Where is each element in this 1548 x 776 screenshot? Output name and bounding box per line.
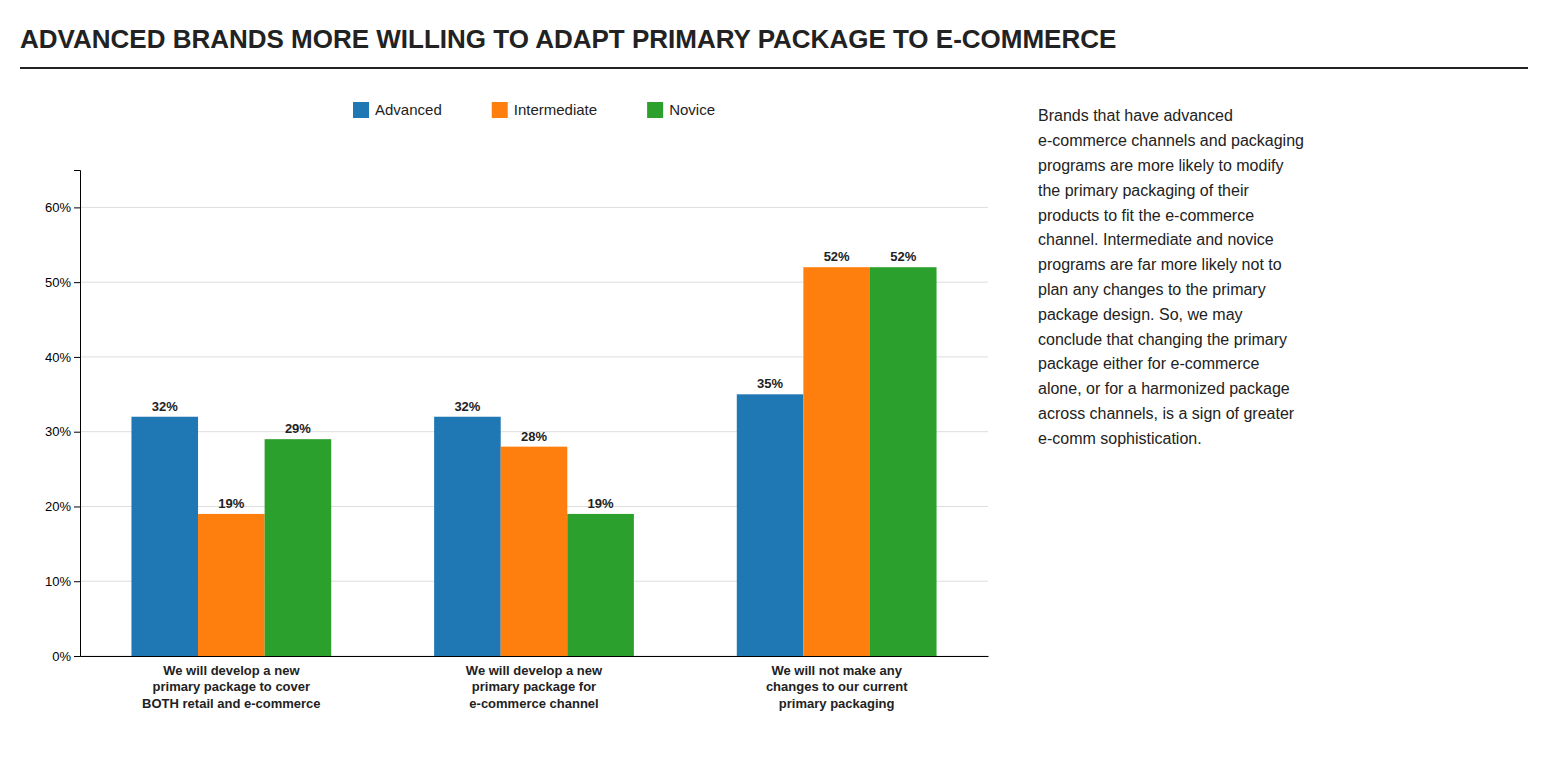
y-axis: 0% 10% 20% 30% 40% 50% 60%	[45, 171, 81, 664]
x-tick-label: We will develop a newprimary package for…	[466, 663, 603, 711]
legend-item: Intermediate	[492, 101, 597, 118]
x-tick-label-line: primary packaging	[779, 696, 895, 711]
data-label: 52%	[824, 249, 850, 264]
legend: Advanced Intermediate Novice	[353, 101, 715, 118]
data-label: 52%	[890, 249, 916, 264]
annotation-line: channel. Intermediate and novice	[1038, 231, 1274, 248]
chart: ADVANCED BRANDS MORE WILLING TO ADAPT PR…	[0, 0, 1548, 776]
y-tick-mark	[74, 506, 80, 507]
bar	[265, 439, 332, 656]
y-tick-mark	[74, 432, 80, 433]
x-tick-label-line: primary package to cover	[153, 679, 311, 694]
bar-series	[131, 394, 803, 656]
x-tick-label: We will develop a newprimary package to …	[142, 663, 320, 711]
legend-label: Intermediate	[514, 101, 597, 118]
y-tick-mark	[74, 207, 80, 208]
x-tick: We will develop a newprimary package for…	[466, 663, 603, 711]
title: ADVANCED BRANDS MORE WILLING TO ADAPT PR…	[20, 24, 1116, 54]
bar	[870, 267, 937, 656]
annotation-line: plan any changes to the primary	[1038, 281, 1266, 298]
y-tick: 0%	[52, 649, 80, 664]
bar	[434, 417, 501, 656]
data-labels: 32% 32% 35% 19% 28% 52% 29% 19% 52%	[152, 249, 917, 511]
bars	[131, 267, 936, 656]
x-tick: We will develop a newprimary package to …	[142, 663, 320, 711]
data-label: 19%	[588, 496, 614, 511]
y-tick-label: 40%	[45, 350, 71, 365]
y-tick-mark	[74, 357, 80, 358]
y-tick: 10%	[45, 574, 80, 589]
annotation-line: e-comm sophistication.	[1038, 430, 1202, 447]
data-label: 28%	[521, 429, 547, 444]
bar-series	[198, 267, 870, 656]
legend-swatch	[647, 102, 663, 118]
bar-series	[265, 267, 937, 656]
y-tick-mark	[74, 282, 80, 283]
annotation-line: e-commerce channels and packaging	[1038, 132, 1304, 149]
annotation-line: conclude that changing the primary	[1038, 331, 1287, 348]
x-tick-label-line: We will not make any	[771, 663, 902, 678]
legend-swatch	[492, 102, 508, 118]
y-tick: 30%	[45, 424, 80, 439]
annotation-line: package design. So, we may	[1038, 306, 1243, 323]
y-tick-label: 0%	[52, 649, 71, 664]
axis-domain	[81, 656, 989, 657]
legend-item: Novice	[647, 101, 715, 118]
annotation-line: across channels, is a sign of greater	[1038, 405, 1295, 422]
x-tick: We will not make anychanges to our curre…	[766, 663, 908, 711]
data-label: 35%	[757, 376, 783, 391]
annotation-line: products to fit the e-commerce	[1038, 207, 1254, 224]
y-tick: 40%	[45, 350, 80, 365]
y-tick-mark	[74, 656, 80, 657]
annotation-line: programs are far more likely not to	[1038, 256, 1282, 273]
y-tick-label: 10%	[45, 574, 71, 589]
bar	[501, 447, 568, 656]
x-tick-label-line: We will develop a new	[466, 663, 603, 678]
annotation-line: alone, or for a harmonized package	[1038, 380, 1290, 397]
y-tick-label: 50%	[45, 275, 71, 290]
axis-domain	[74, 171, 81, 657]
title-rule	[20, 67, 1528, 69]
legend-swatch	[353, 102, 369, 118]
x-tick-label-line: changes to our current	[766, 679, 908, 694]
x-tick-label-line: primary package for	[472, 679, 596, 694]
y-tick: 50%	[45, 275, 80, 290]
y-tick-mark	[74, 581, 80, 582]
annotation-line: Brands that have advanced	[1038, 107, 1233, 124]
y-tick-label: 60%	[45, 200, 71, 215]
y-tick: 20%	[45, 499, 80, 514]
bar	[198, 514, 265, 656]
legend-item: Advanced	[353, 101, 442, 118]
x-tick-label: We will not make anychanges to our curre…	[766, 663, 908, 711]
grid-line	[80, 207, 988, 208]
y-tick: 60%	[45, 200, 80, 215]
annotation: Brands that have advanced e-commerce chan…	[1038, 107, 1304, 446]
y-tick-label: 20%	[45, 499, 71, 514]
x-axis: We will develop a newprimary package to …	[81, 657, 989, 711]
grid	[80, 207, 988, 656]
y-tick-label: 30%	[45, 424, 71, 439]
data-label: 32%	[152, 399, 178, 414]
data-label: 29%	[285, 421, 311, 436]
annotation-line: programs are more likely to modify	[1038, 157, 1283, 174]
x-tick-label-line: BOTH retail and e-commerce	[142, 696, 320, 711]
plot: 0% 10% 20% 30% 40% 50% 60% 32% 32% 35% 19% 28% 52% 29…	[45, 171, 989, 711]
bar	[131, 417, 198, 656]
annotation-line: package either for e-commerce	[1038, 355, 1260, 372]
bar	[803, 267, 870, 656]
x-tick-label-line: We will develop a new	[163, 663, 300, 678]
x-tick-label-line: e-commerce channel	[469, 696, 598, 711]
annotation-line: the primary packaging of their	[1038, 182, 1249, 199]
bar	[737, 394, 804, 656]
legend-label: Advanced	[375, 101, 442, 118]
data-label: 32%	[454, 399, 480, 414]
data-label: 19%	[218, 496, 244, 511]
legend-label: Novice	[669, 101, 715, 118]
bar	[567, 514, 634, 656]
